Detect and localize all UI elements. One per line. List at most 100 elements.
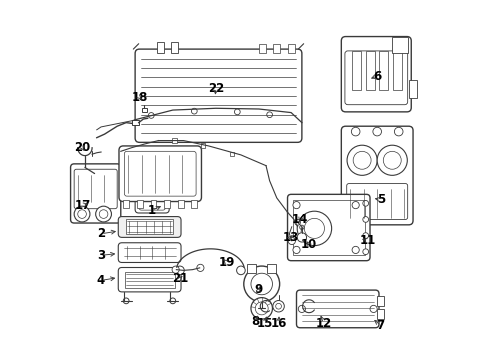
Text: 15: 15 — [257, 317, 273, 330]
Text: 18: 18 — [131, 91, 148, 104]
Circle shape — [362, 233, 368, 238]
Circle shape — [292, 246, 300, 253]
FancyBboxPatch shape — [135, 49, 301, 142]
Bar — [201, 143, 205, 148]
Circle shape — [172, 266, 179, 273]
FancyBboxPatch shape — [139, 197, 165, 210]
Circle shape — [351, 127, 359, 136]
Text: 19: 19 — [218, 256, 234, 269]
Circle shape — [148, 113, 154, 118]
Circle shape — [287, 237, 295, 244]
Text: 14: 14 — [291, 213, 307, 226]
Bar — [156, 42, 163, 53]
Text: 3: 3 — [97, 249, 105, 262]
Circle shape — [275, 303, 281, 309]
Bar — [126, 220, 173, 234]
Circle shape — [376, 145, 407, 175]
Circle shape — [383, 151, 400, 169]
FancyBboxPatch shape — [118, 217, 181, 237]
Text: 16: 16 — [270, 317, 286, 330]
Circle shape — [250, 298, 272, 319]
Circle shape — [369, 305, 376, 312]
Bar — [351, 51, 360, 90]
Circle shape — [255, 302, 267, 315]
Circle shape — [234, 109, 240, 115]
Circle shape — [123, 298, 129, 304]
Text: 20: 20 — [74, 141, 90, 154]
Bar — [273, 44, 280, 53]
Bar — [171, 42, 178, 53]
Circle shape — [175, 266, 184, 275]
Bar — [292, 200, 364, 255]
Circle shape — [362, 249, 368, 255]
Circle shape — [196, 264, 203, 271]
Circle shape — [169, 298, 175, 304]
Circle shape — [191, 108, 197, 114]
Bar — [178, 200, 183, 208]
Bar — [379, 51, 387, 90]
Bar — [258, 44, 265, 53]
Bar — [408, 80, 416, 98]
FancyBboxPatch shape — [118, 267, 181, 292]
Circle shape — [99, 210, 108, 219]
Circle shape — [297, 211, 331, 246]
FancyBboxPatch shape — [341, 37, 410, 112]
Bar — [131, 120, 139, 126]
FancyBboxPatch shape — [346, 184, 407, 220]
FancyBboxPatch shape — [341, 126, 412, 225]
FancyBboxPatch shape — [344, 51, 407, 105]
Circle shape — [250, 273, 272, 295]
Bar — [172, 138, 176, 143]
Text: 13: 13 — [282, 231, 298, 244]
Bar — [376, 296, 384, 306]
FancyBboxPatch shape — [287, 194, 369, 261]
Circle shape — [272, 301, 284, 312]
Bar — [164, 200, 169, 208]
Circle shape — [351, 246, 359, 253]
Bar — [229, 152, 234, 156]
Circle shape — [96, 206, 111, 222]
Circle shape — [351, 202, 359, 209]
FancyBboxPatch shape — [70, 164, 121, 223]
Circle shape — [362, 201, 368, 206]
Text: 22: 22 — [207, 82, 224, 95]
FancyBboxPatch shape — [296, 290, 378, 328]
FancyBboxPatch shape — [124, 151, 196, 196]
Text: 2: 2 — [97, 227, 105, 240]
Text: 6: 6 — [372, 69, 381, 82]
Text: 21: 21 — [171, 272, 188, 285]
Bar — [391, 37, 407, 53]
Circle shape — [304, 219, 324, 238]
Circle shape — [298, 305, 305, 312]
Text: 11: 11 — [359, 234, 376, 247]
Bar — [365, 51, 374, 90]
Bar — [191, 200, 197, 208]
Circle shape — [372, 127, 381, 136]
FancyBboxPatch shape — [74, 169, 117, 209]
Text: 17: 17 — [74, 199, 90, 212]
Circle shape — [299, 225, 304, 229]
Circle shape — [294, 220, 300, 225]
Bar — [124, 272, 174, 288]
Bar — [247, 264, 256, 273]
FancyBboxPatch shape — [119, 146, 201, 202]
Circle shape — [297, 233, 306, 242]
Bar — [142, 108, 146, 112]
FancyBboxPatch shape — [135, 196, 169, 213]
Circle shape — [346, 145, 376, 175]
Text: 7: 7 — [376, 319, 384, 332]
Circle shape — [74, 206, 90, 222]
Text: 5: 5 — [376, 193, 384, 206]
Circle shape — [352, 151, 370, 169]
Bar — [376, 309, 384, 319]
Bar — [392, 51, 401, 90]
Text: 9: 9 — [254, 283, 263, 296]
Circle shape — [244, 266, 279, 302]
Circle shape — [236, 266, 244, 275]
Circle shape — [266, 112, 272, 118]
Bar — [150, 200, 156, 208]
Text: 8: 8 — [251, 315, 259, 328]
Text: 10: 10 — [300, 238, 317, 251]
Text: 12: 12 — [315, 317, 331, 330]
Circle shape — [292, 202, 300, 209]
